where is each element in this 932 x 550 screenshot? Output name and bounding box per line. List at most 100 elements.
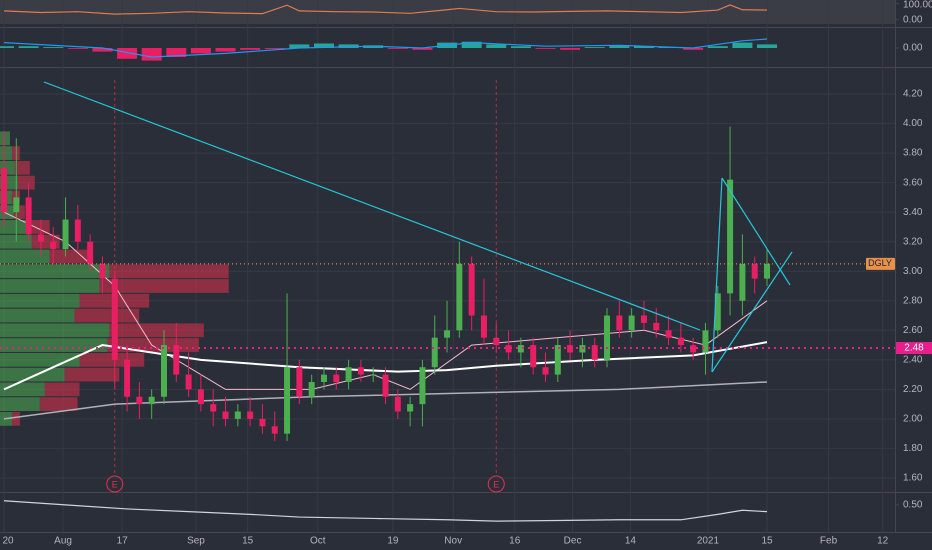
earnings-label: E — [112, 479, 118, 489]
histogram-bar — [215, 48, 236, 52]
candle-body — [111, 278, 118, 360]
volume-profile-up — [0, 264, 110, 279]
histogram-bar — [510, 46, 531, 48]
candle-body — [665, 330, 672, 338]
volume-profile-up — [0, 293, 80, 308]
candle-body — [74, 219, 81, 242]
x-tick-label: Sep — [187, 536, 205, 547]
histogram-bar — [757, 44, 778, 48]
x-tick-label: 15 — [761, 536, 773, 547]
volume-profile-up — [0, 338, 108, 352]
volume-profile-down — [109, 264, 229, 279]
x-tick-label: 12 — [877, 536, 889, 547]
line — [3, 38, 768, 58]
volume-profile-up — [0, 367, 65, 382]
x-tick-label: Dec — [564, 536, 582, 547]
candle-body — [136, 396, 143, 405]
candle-body — [160, 345, 167, 397]
candle-body — [727, 179, 734, 294]
price-tag — [896, 342, 932, 355]
histogram-bar — [707, 46, 728, 48]
earnings-marker — [106, 475, 124, 493]
earnings-marker — [487, 475, 505, 493]
candle-body — [468, 263, 475, 316]
candle-body — [407, 404, 414, 412]
candle-body — [197, 389, 204, 405]
volume-profile-up — [0, 146, 12, 160]
candle-body — [456, 263, 463, 331]
candle-body — [370, 374, 377, 376]
candle-body — [13, 197, 20, 213]
volume-profile-down — [14, 160, 30, 175]
candle-body — [87, 241, 94, 264]
candle-body — [444, 330, 451, 338]
candle-body — [640, 315, 647, 323]
candle-body — [517, 345, 524, 353]
candle-body — [296, 367, 303, 397]
volume-profile-down — [13, 205, 25, 220]
volume-profile-up — [0, 382, 45, 397]
y-tick-label: 0.50 — [903, 499, 923, 510]
price-label: 2.48 — [904, 343, 924, 354]
y-tick-label: 0.00 — [903, 43, 923, 54]
y-tick-label: 4.00 — [903, 118, 923, 129]
ticker-tag — [866, 257, 895, 270]
volume-profile-up — [0, 220, 28, 234]
histogram-bar — [141, 48, 162, 61]
histogram-bar — [535, 48, 556, 49]
volume-profile-up — [0, 279, 100, 293]
volume-profile-down — [49, 249, 90, 264]
candle-body — [382, 374, 389, 397]
volume-profile-up — [0, 323, 110, 338]
volume-profile-up — [0, 397, 40, 412]
candle-body — [271, 426, 278, 434]
candle-body — [542, 367, 549, 375]
y-tick-label: 100.00 — [903, 0, 932, 11]
volume-profile-down — [44, 382, 80, 397]
candle-body — [431, 337, 438, 368]
candle-body — [739, 263, 746, 301]
histogram-bar — [732, 42, 753, 48]
histogram-bar — [0, 46, 14, 48]
candle-body — [702, 330, 709, 353]
y-tick-label: 3.20 — [903, 236, 923, 247]
line — [3, 4, 768, 15]
histogram-bar — [289, 44, 310, 48]
candle-body — [530, 345, 537, 368]
candle-body — [628, 315, 635, 331]
candle-body — [554, 345, 561, 375]
y-tick-label: 3.60 — [903, 177, 923, 188]
candle-body — [210, 404, 217, 412]
volume-profile-up — [0, 308, 75, 323]
x-tick-label: 2021 — [697, 536, 720, 547]
histogram-bar — [240, 48, 261, 50]
y-tick-label: 4.20 — [903, 89, 923, 100]
trend-line — [711, 251, 793, 373]
y-tick-label: 3.00 — [903, 266, 923, 277]
histogram-bar — [633, 46, 654, 48]
candle-body — [677, 337, 684, 346]
x-tick-label: Aug — [54, 536, 72, 547]
candle-body — [185, 374, 192, 390]
candle-body — [320, 374, 327, 382]
volume-profile-down — [99, 279, 229, 293]
histogram-bar — [560, 48, 581, 50]
volume-profile-down — [27, 220, 50, 234]
candle-body — [480, 315, 487, 338]
candle-body — [493, 337, 500, 346]
trend-line — [43, 81, 701, 331]
volume-profile-down — [39, 397, 78, 412]
candle-body — [419, 367, 426, 405]
candle-body — [751, 263, 758, 279]
y-tick-label: 1.60 — [903, 473, 923, 484]
histogram-bar — [190, 48, 211, 54]
y-tick-label: 2.00 — [903, 414, 923, 425]
ticker-label: DGLY — [868, 258, 892, 268]
candle-body — [505, 345, 512, 353]
volume-profile-down — [107, 338, 199, 352]
candle-body — [604, 315, 611, 360]
histogram-bar — [683, 48, 704, 50]
x-tick-label: 17 — [117, 536, 129, 547]
